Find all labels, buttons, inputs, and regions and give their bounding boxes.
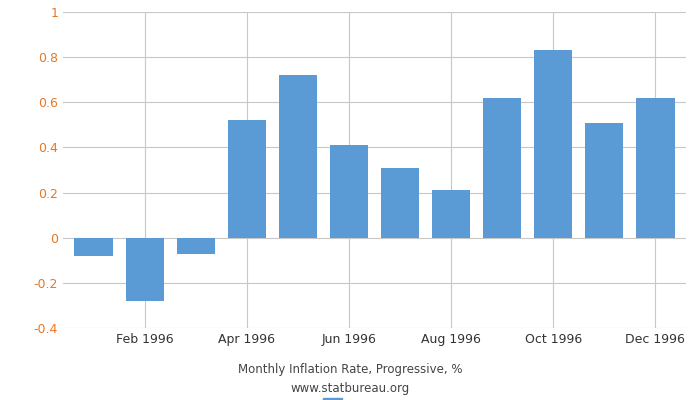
Bar	[125, 238, 164, 301]
Bar	[585, 122, 624, 238]
Bar	[636, 98, 675, 238]
Bar	[228, 120, 266, 238]
Bar	[279, 75, 317, 238]
Bar	[330, 145, 368, 238]
Bar	[483, 98, 522, 238]
Legend: Japan, 1996: Japan, 1996	[318, 393, 431, 400]
Bar	[534, 50, 573, 238]
Bar	[176, 238, 215, 254]
Bar	[381, 168, 419, 238]
Text: Monthly Inflation Rate, Progressive, %: Monthly Inflation Rate, Progressive, %	[238, 364, 462, 376]
Bar	[432, 190, 470, 238]
Bar	[74, 238, 113, 256]
Text: www.statbureau.org: www.statbureau.org	[290, 382, 410, 395]
